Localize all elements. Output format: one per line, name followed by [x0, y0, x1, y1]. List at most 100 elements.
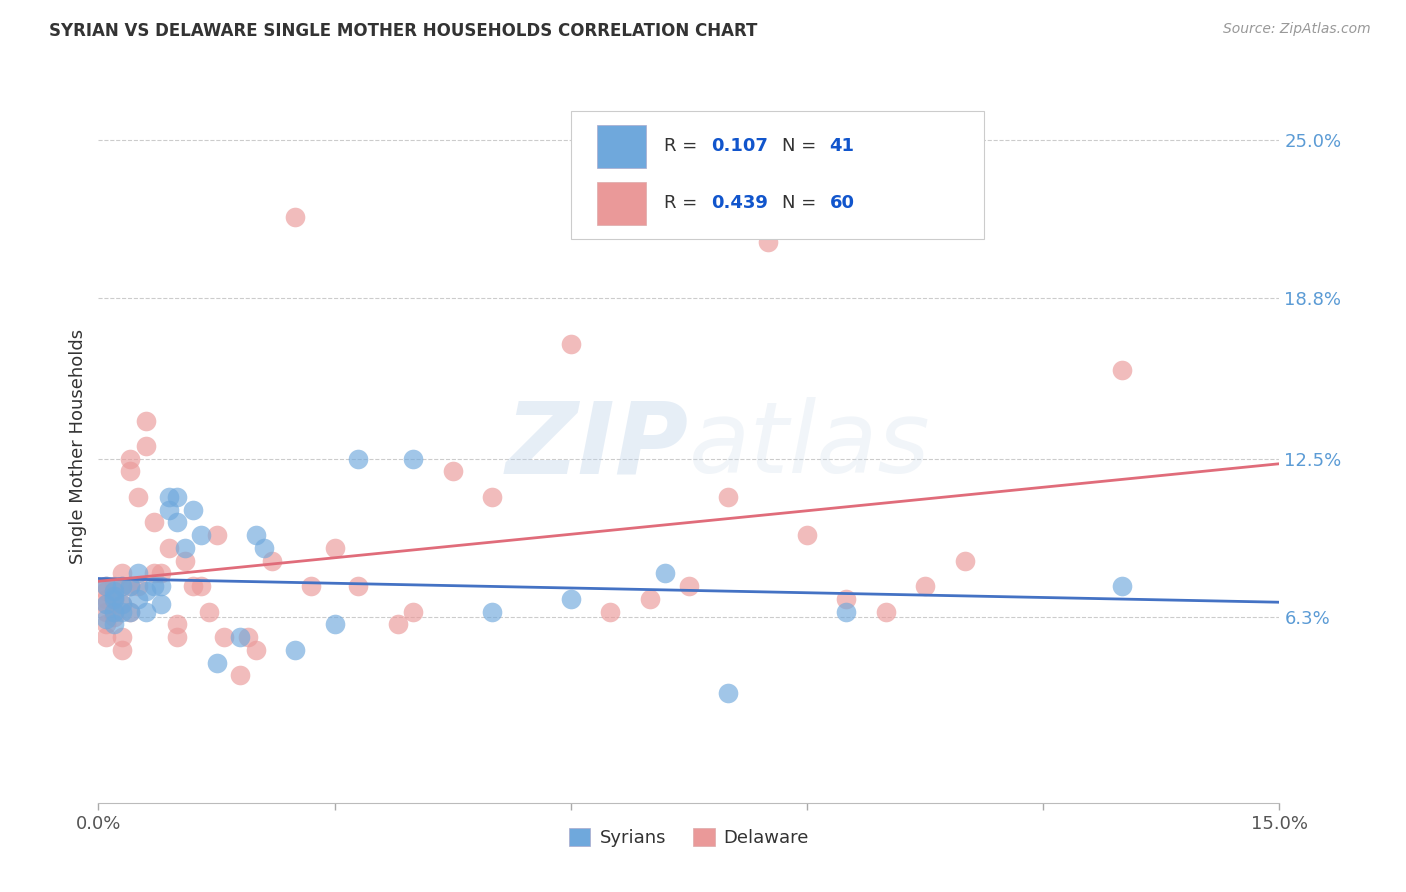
Point: [197, 605, 219, 619]
Point: [127, 566, 149, 581]
Text: atlas: atlas: [689, 398, 931, 494]
Point: [717, 686, 740, 700]
Point: [103, 584, 125, 599]
Point: [181, 579, 204, 593]
Point: [253, 541, 276, 555]
Point: [284, 643, 307, 657]
Point: [142, 566, 165, 581]
Point: [111, 566, 134, 581]
Point: [174, 554, 197, 568]
FancyBboxPatch shape: [596, 125, 647, 168]
Point: [347, 579, 370, 593]
Point: [157, 490, 180, 504]
Text: SYRIAN VS DELAWARE SINGLE MOTHER HOUSEHOLDS CORRELATION CHART: SYRIAN VS DELAWARE SINGLE MOTHER HOUSEHO…: [49, 22, 758, 40]
Text: 0.439: 0.439: [711, 194, 768, 212]
Point: [127, 579, 149, 593]
Point: [96, 579, 118, 593]
Point: [127, 490, 149, 504]
Point: [96, 579, 118, 593]
Text: 60: 60: [830, 194, 855, 212]
Point: [111, 579, 134, 593]
Point: [111, 605, 134, 619]
Point: [103, 591, 125, 606]
Point: [118, 579, 141, 593]
Text: Source: ZipAtlas.com: Source: ZipAtlas.com: [1223, 22, 1371, 37]
Point: [560, 591, 582, 606]
Point: [135, 439, 157, 453]
Legend: Syrians, Delaware: Syrians, Delaware: [561, 821, 817, 855]
Point: [245, 528, 267, 542]
Point: [96, 597, 118, 611]
Text: R =: R =: [664, 137, 703, 155]
Point: [96, 617, 118, 632]
Text: R =: R =: [664, 194, 703, 212]
Point: [599, 605, 621, 619]
Point: [103, 609, 125, 624]
Point: [205, 528, 228, 542]
Point: [654, 566, 676, 581]
Point: [96, 612, 118, 626]
Point: [953, 554, 976, 568]
Text: N =: N =: [782, 194, 823, 212]
Point: [441, 465, 464, 479]
Point: [174, 541, 197, 555]
Point: [190, 579, 212, 593]
Point: [236, 630, 259, 644]
Point: [835, 605, 858, 619]
Point: [157, 502, 180, 516]
Point: [166, 516, 188, 530]
Text: ZIP: ZIP: [506, 398, 689, 494]
Point: [96, 605, 118, 619]
Point: [299, 579, 322, 593]
Point: [142, 579, 165, 593]
Point: [260, 554, 283, 568]
Point: [1111, 362, 1133, 376]
Point: [166, 630, 188, 644]
Point: [111, 597, 134, 611]
Point: [1111, 579, 1133, 593]
Point: [103, 591, 125, 606]
Text: N =: N =: [782, 137, 823, 155]
Point: [150, 597, 173, 611]
Point: [181, 502, 204, 516]
Point: [323, 541, 346, 555]
Point: [118, 579, 141, 593]
Point: [835, 591, 858, 606]
Point: [103, 590, 125, 604]
Point: [914, 579, 936, 593]
Point: [96, 630, 118, 644]
Point: [157, 541, 180, 555]
Point: [150, 566, 173, 581]
Point: [103, 605, 125, 619]
Point: [717, 490, 740, 504]
Point: [796, 528, 818, 542]
Point: [756, 235, 779, 249]
Point: [481, 605, 503, 619]
Point: [118, 451, 141, 466]
Point: [205, 656, 228, 670]
Point: [118, 605, 141, 619]
Point: [190, 528, 212, 542]
Point: [245, 643, 267, 657]
Point: [229, 668, 252, 682]
Point: [560, 337, 582, 351]
Point: [96, 591, 118, 606]
Point: [127, 591, 149, 606]
Point: [142, 516, 165, 530]
Point: [166, 490, 188, 504]
Point: [323, 617, 346, 632]
Point: [103, 617, 125, 632]
Point: [347, 451, 370, 466]
Point: [229, 630, 252, 644]
Point: [111, 630, 134, 644]
Point: [103, 605, 125, 619]
Point: [638, 591, 661, 606]
Point: [678, 579, 700, 593]
Point: [96, 597, 118, 611]
Point: [111, 597, 134, 611]
Point: [135, 584, 157, 599]
Text: 0.107: 0.107: [711, 137, 768, 155]
Text: 41: 41: [830, 137, 855, 155]
Point: [118, 605, 141, 619]
Point: [135, 413, 157, 427]
